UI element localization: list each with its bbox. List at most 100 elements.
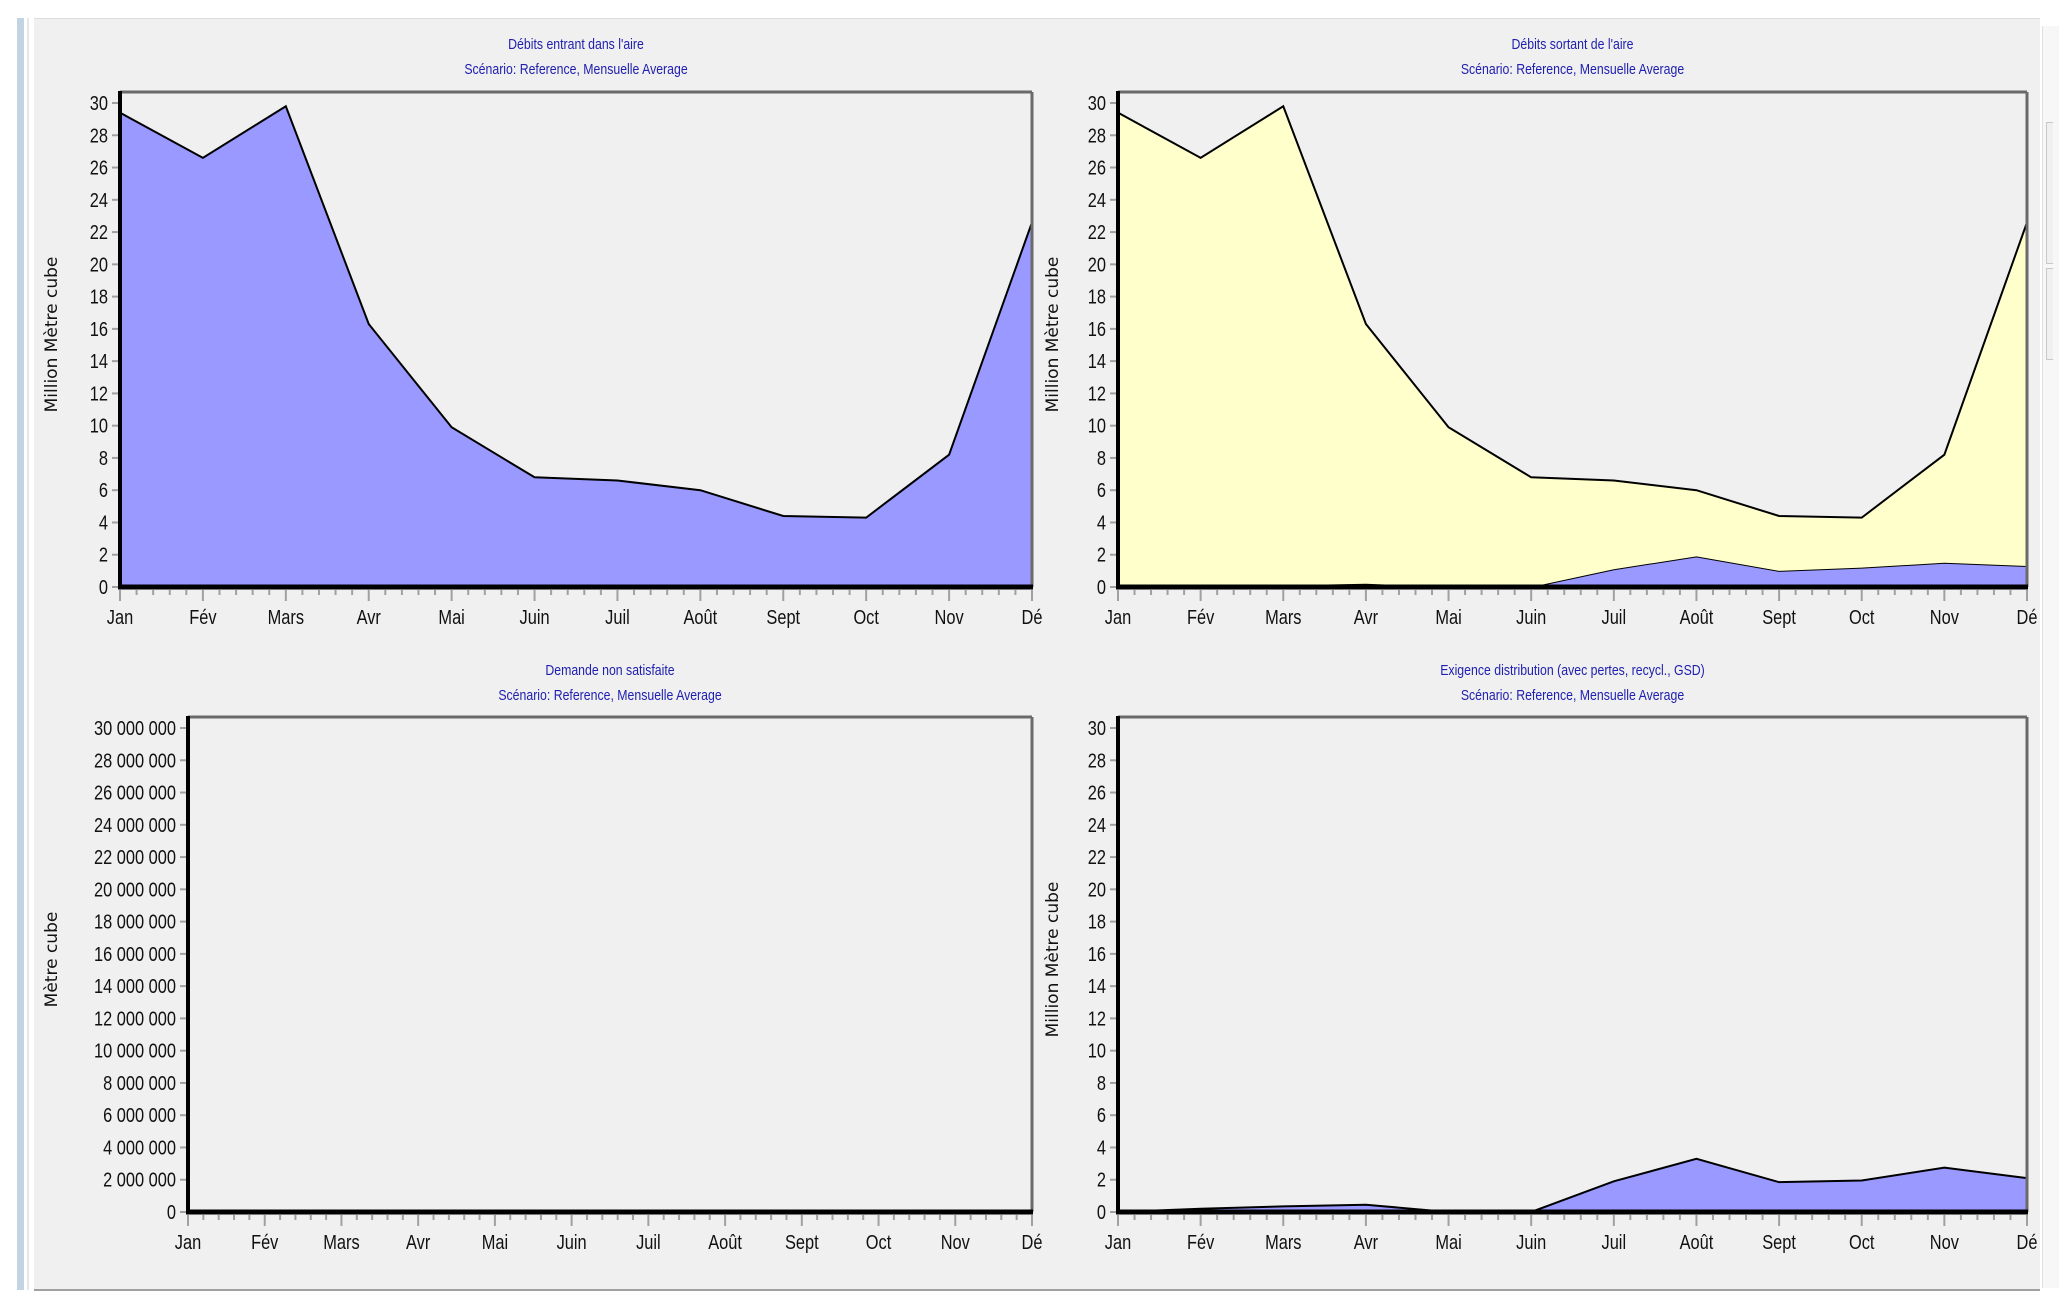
plot-area bbox=[1118, 717, 2027, 1212]
x-tick-label: Avr bbox=[1354, 1230, 1378, 1253]
x-tick-label: Oct bbox=[1849, 1230, 1874, 1253]
y-tick-label: 14 bbox=[1088, 350, 1106, 373]
y-tick-label: 30 000 000 bbox=[94, 716, 176, 739]
chart-subtitle: Scénario: Reference, Mensuelle Average bbox=[498, 687, 722, 704]
x-tick-label: Mars bbox=[1265, 1230, 1301, 1253]
x-tick-label: Juil bbox=[1602, 605, 1627, 628]
y-tick-label: 30 bbox=[1088, 716, 1106, 739]
x-tick-label: Juin bbox=[1516, 1230, 1546, 1253]
plot-area bbox=[188, 717, 1032, 1212]
y-tick-label: 14 bbox=[1088, 975, 1106, 998]
window-left-border bbox=[17, 18, 24, 1290]
y-tick-label: 16 bbox=[1088, 317, 1106, 340]
y-tick-label: 2 bbox=[1097, 543, 1106, 566]
y-tick-label: 30 bbox=[1088, 91, 1106, 114]
x-tick-label: Juin bbox=[520, 605, 550, 628]
y-axis-title: Million Mètre cube bbox=[42, 257, 62, 413]
x-tick-label: Mars bbox=[323, 1230, 359, 1253]
y-tick-label: 6 bbox=[1097, 479, 1106, 502]
y-tick-label: 10 bbox=[90, 414, 108, 437]
y-tick-label: 8 bbox=[1097, 446, 1106, 469]
chart-title-block: Exigence distribution (avec pertes, recy… bbox=[1200, 658, 1945, 708]
y-tick-label: 22 bbox=[90, 220, 108, 243]
x-tick-label: Oct bbox=[866, 1230, 891, 1253]
x-tick-label: Août bbox=[1680, 605, 1714, 628]
x-tick-label: Dé bbox=[2017, 605, 2038, 628]
x-tick-label: Juil bbox=[636, 1230, 661, 1253]
y-tick-label: 4 bbox=[99, 511, 108, 534]
y-tick-label: 0 bbox=[1097, 1200, 1106, 1223]
x-tick-label: Avr bbox=[406, 1230, 430, 1253]
x-tick-label: Juil bbox=[605, 605, 630, 628]
y-tick-label: 28 bbox=[1088, 749, 1106, 772]
chart-title: Débits entrant dans l'aire bbox=[508, 36, 644, 53]
y-tick-label: 0 bbox=[99, 575, 108, 598]
series-line-1 bbox=[119, 104, 1033, 519]
y-tick-label: 20 bbox=[90, 253, 108, 276]
y-tick-label: 8 000 000 bbox=[103, 1071, 176, 1094]
y-tick-label: 20 bbox=[1088, 878, 1106, 901]
y-tick-label: 28 000 000 bbox=[94, 749, 176, 772]
area-series-1 bbox=[1118, 556, 2027, 587]
y-tick-label: 10 bbox=[1088, 414, 1106, 437]
y-tick-label: 26 000 000 bbox=[94, 781, 176, 804]
y-tick-label: 24 bbox=[90, 188, 108, 211]
x-tick-label: Mai bbox=[1435, 1230, 1461, 1253]
y-tick-label: 26 bbox=[1088, 156, 1106, 179]
x-tick-label: Jan bbox=[1105, 605, 1131, 628]
y-tick-label: 18 bbox=[1088, 285, 1106, 308]
y-tick-label: 22 000 000 bbox=[94, 845, 176, 868]
y-tick-label: 18 bbox=[90, 285, 108, 308]
x-tick-label: Oct bbox=[853, 605, 878, 628]
x-tick-label: Sept bbox=[1762, 1230, 1796, 1253]
x-tick-label: Fév bbox=[251, 1230, 279, 1253]
x-tick-label: Fév bbox=[1187, 1230, 1215, 1253]
y-tick-label: 14 bbox=[90, 350, 108, 373]
y-tick-label: 6 bbox=[1097, 1104, 1106, 1127]
x-tick-label: Mai bbox=[438, 605, 464, 628]
x-tick-label: Août bbox=[1680, 1230, 1714, 1253]
y-tick-label: 6 bbox=[99, 479, 108, 502]
x-tick-label: Nov bbox=[941, 1230, 971, 1253]
y-tick-label: 16 bbox=[1088, 942, 1106, 965]
x-tick-label: Fév bbox=[1187, 605, 1215, 628]
chart-title: Exigence distribution (avec pertes, recy… bbox=[1440, 662, 1705, 679]
y-tick-label: 6 000 000 bbox=[103, 1104, 176, 1127]
y-tick-label: 18 000 000 bbox=[94, 910, 176, 933]
y-tick-label: 10 bbox=[1088, 1039, 1106, 1062]
x-tick-label: Fév bbox=[189, 605, 217, 628]
series-line-2 bbox=[1117, 104, 2028, 519]
chart-title-block: Débits sortant de l'aire Scénario: Refer… bbox=[1200, 32, 1945, 82]
x-tick-label: Sept bbox=[766, 605, 800, 628]
x-tick-label: Dé bbox=[1022, 605, 1043, 628]
x-tick-label: Nov bbox=[1930, 605, 1960, 628]
y-tick-label: 12 bbox=[1088, 1007, 1106, 1030]
chart-subtitle: Scénario: Reference, Mensuelle Average bbox=[1460, 687, 1685, 704]
x-tick-label: Jan bbox=[107, 605, 133, 628]
y-tick-label: 26 bbox=[90, 156, 108, 179]
x-tick-label: Dé bbox=[2017, 1230, 2038, 1253]
area-series-2 bbox=[1118, 106, 2027, 587]
y-tick-label: 18 bbox=[1088, 910, 1106, 933]
chart-subtitle: Scénario: Reference, Mensuelle Average bbox=[1460, 61, 1685, 78]
y-tick-label: 16 bbox=[90, 317, 108, 340]
x-tick-label: Mai bbox=[1435, 605, 1461, 628]
x-tick-label: Sept bbox=[785, 1230, 819, 1253]
x-tick-label: Juin bbox=[1516, 605, 1546, 628]
x-tick-label: Juin bbox=[557, 1230, 587, 1253]
y-tick-label: 2 000 000 bbox=[103, 1168, 176, 1191]
series-line-1 bbox=[1117, 1157, 2028, 1213]
right-panel-slot-2 bbox=[2046, 268, 2053, 360]
x-tick-label: Mai bbox=[482, 1230, 508, 1253]
x-tick-label: Avr bbox=[357, 605, 381, 628]
y-tick-label: 8 bbox=[99, 446, 108, 469]
x-tick-label: Août bbox=[708, 1230, 742, 1253]
x-tick-label: Oct bbox=[1849, 605, 1874, 628]
x-tick-label: Nov bbox=[935, 605, 965, 628]
y-tick-label: 22 bbox=[1088, 220, 1106, 243]
chart-title: Débits sortant de l'aire bbox=[1511, 36, 1634, 53]
y-tick-label: 30 bbox=[90, 91, 108, 114]
